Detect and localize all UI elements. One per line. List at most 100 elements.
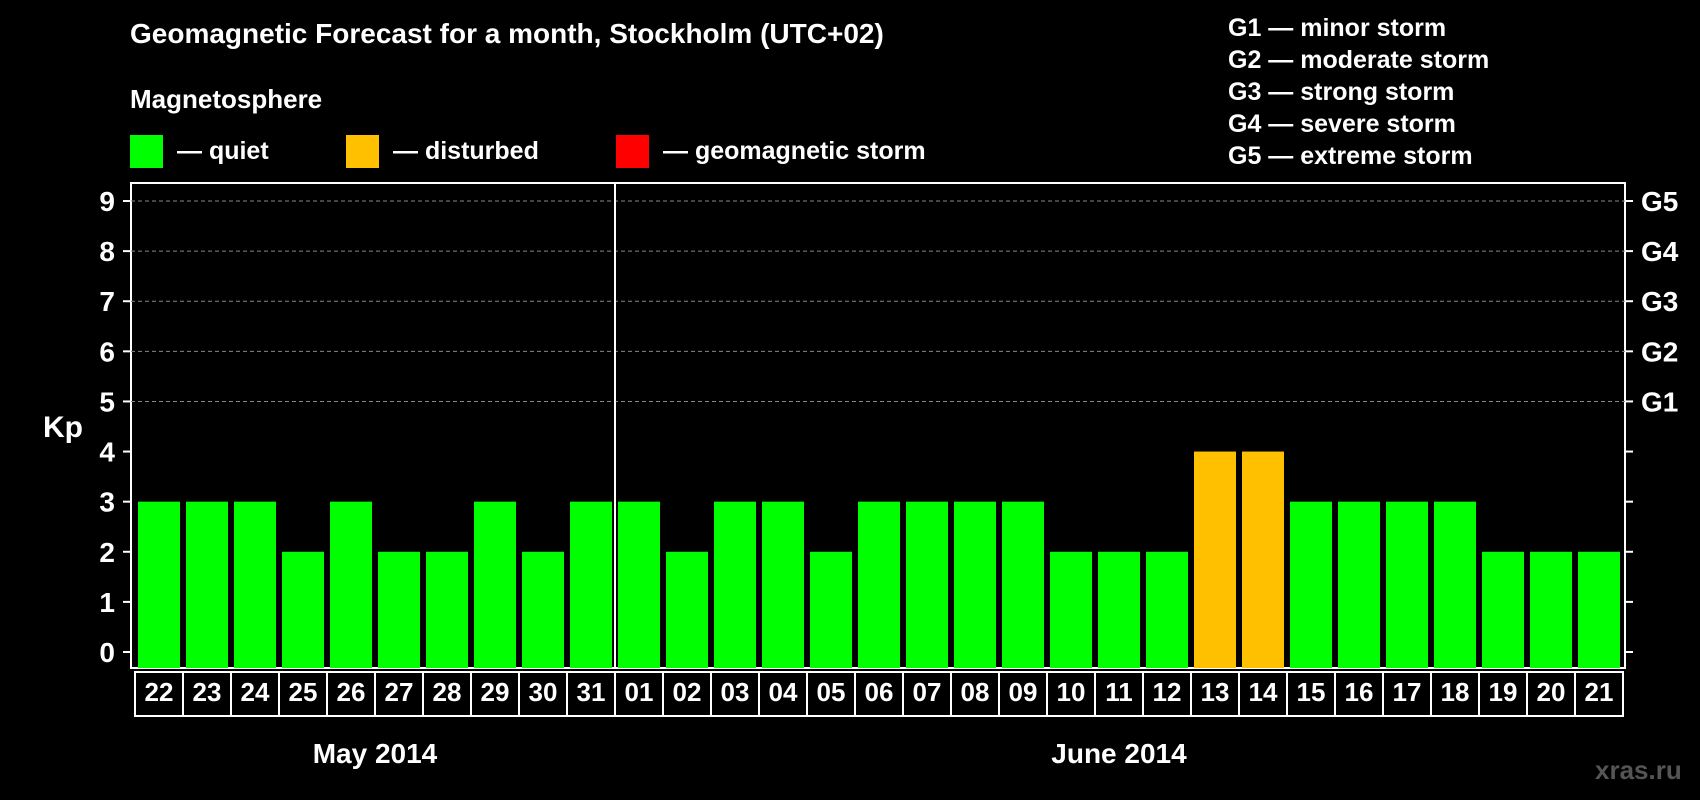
bar-day-22	[138, 501, 180, 668]
storm-scale-g1: G1 — minor storm	[1228, 14, 1447, 42]
x-tick-label: 09	[1009, 677, 1038, 707]
x-tick-label: 31	[577, 677, 606, 707]
chart-title: Geomagnetic Forecast for a month, Stockh…	[130, 18, 884, 49]
x-tick-label: 06	[865, 677, 894, 707]
legend-swatch-storm	[616, 134, 649, 168]
bar-day-21	[1578, 551, 1620, 668]
x-tick-label: 15	[1297, 677, 1326, 707]
legend-label-storm: — geomagnetic storm	[663, 136, 926, 165]
bar-day-20	[1530, 551, 1572, 668]
bar-day-31	[570, 501, 612, 668]
x-tick-label: 17	[1393, 677, 1422, 707]
bar-day-25	[282, 551, 324, 668]
bar-day-11	[1098, 551, 1140, 668]
bar-day-06	[858, 501, 900, 668]
bar-day-03	[714, 501, 756, 668]
bar-day-30	[522, 551, 564, 668]
x-tick-label: 22	[145, 677, 174, 707]
x-tick-label: 05	[817, 677, 846, 707]
month-label: May 2014	[313, 738, 438, 769]
bar-day-12	[1146, 551, 1188, 668]
legend-heading: Magnetosphere	[130, 84, 323, 114]
bar-day-07	[906, 501, 948, 668]
bar-day-23	[186, 501, 228, 668]
bar-day-29	[474, 501, 516, 668]
x-tick-label: 08	[961, 677, 990, 707]
bar-day-24	[234, 501, 276, 668]
bar-day-02	[666, 551, 708, 668]
x-tick-label: 10	[1057, 677, 1086, 707]
right-axis-label: G1	[1641, 386, 1678, 417]
storm-scale-g3: G3 — strong storm	[1228, 78, 1455, 106]
x-tick-label: 19	[1489, 677, 1518, 707]
x-tick-label: 20	[1537, 677, 1566, 707]
storm-scale-list: G1 — minor storm G2 — moderate storm G3 …	[1228, 12, 1489, 172]
bar-day-08	[954, 501, 996, 668]
x-tick-label: 27	[385, 677, 414, 707]
y-tick-label: 6	[99, 336, 115, 367]
legend-item-disturbed: — disturbed	[346, 134, 539, 168]
y-tick-label: 2	[99, 537, 115, 568]
y-tick-label: 0	[99, 637, 115, 668]
storm-scale-g5: G5 — extreme storm	[1228, 142, 1473, 170]
bar-day-09	[1002, 501, 1044, 668]
bar-day-17	[1386, 501, 1428, 668]
legend-item-quiet: — quiet	[130, 134, 269, 168]
x-tick-label: 25	[289, 677, 318, 707]
bar-day-01	[618, 501, 660, 668]
x-tick-label: 29	[481, 677, 510, 707]
bar-day-28	[426, 551, 468, 668]
x-tick-label: 16	[1345, 677, 1374, 707]
x-tick-label: 01	[625, 677, 654, 707]
bar-day-10	[1050, 551, 1092, 668]
bar-day-18	[1434, 501, 1476, 668]
legend-label-quiet: — quiet	[177, 136, 269, 165]
x-tick-label: 26	[337, 677, 366, 707]
x-tick-label: 24	[241, 677, 270, 707]
bar-day-27	[378, 551, 420, 668]
storm-scale-g4: G4 — severe storm	[1228, 110, 1456, 138]
y-axis-label: Kp	[43, 411, 83, 444]
month-label: June 2014	[1051, 738, 1187, 769]
x-tick-label: 04	[769, 677, 798, 707]
y-tick-label: 5	[99, 386, 115, 417]
x-tick-label: 13	[1201, 677, 1230, 707]
bar-day-19	[1482, 551, 1524, 668]
watermark: xras.ru	[1595, 755, 1682, 785]
x-tick-label: 03	[721, 677, 750, 707]
bar-day-13	[1194, 451, 1236, 668]
x-tick-label: 02	[673, 677, 702, 707]
bar-day-26	[330, 501, 372, 668]
x-tick-label: 18	[1441, 677, 1470, 707]
bar-day-16	[1338, 501, 1380, 668]
x-tick-label: 30	[529, 677, 558, 707]
bar-day-15	[1290, 501, 1332, 668]
right-axis-label: G5	[1641, 186, 1678, 217]
x-tick-label: 28	[433, 677, 462, 707]
x-tick-label: 21	[1585, 677, 1614, 707]
right-axis-label: G3	[1641, 286, 1678, 317]
legend-swatch-quiet	[130, 134, 163, 168]
y-tick-label: 4	[99, 437, 115, 468]
x-tick-label: 11	[1105, 677, 1133, 707]
y-tick-label: 9	[99, 186, 115, 217]
y-tick-label: 7	[99, 286, 115, 317]
x-tick-label: 14	[1249, 677, 1278, 707]
legend-item-storm: — geomagnetic storm	[616, 134, 926, 168]
x-tick-label: 07	[913, 677, 942, 707]
legend-label-disturbed: — disturbed	[393, 136, 539, 165]
right-axis-label: G2	[1641, 336, 1678, 367]
bar-day-14	[1242, 451, 1284, 668]
y-tick-label: 3	[99, 487, 115, 518]
date-row	[134, 671, 1624, 717]
legend-swatch-disturbed	[346, 134, 379, 168]
bar-day-05	[810, 551, 852, 668]
x-tick-label: 12	[1153, 677, 1182, 707]
right-axis-label: G4	[1641, 236, 1679, 267]
y-tick-label: 1	[99, 587, 115, 618]
storm-scale-g2: G2 — moderate storm	[1228, 46, 1490, 74]
y-tick-label: 8	[99, 236, 115, 267]
x-tick-label: 23	[193, 677, 222, 707]
bar-day-04	[762, 501, 804, 668]
